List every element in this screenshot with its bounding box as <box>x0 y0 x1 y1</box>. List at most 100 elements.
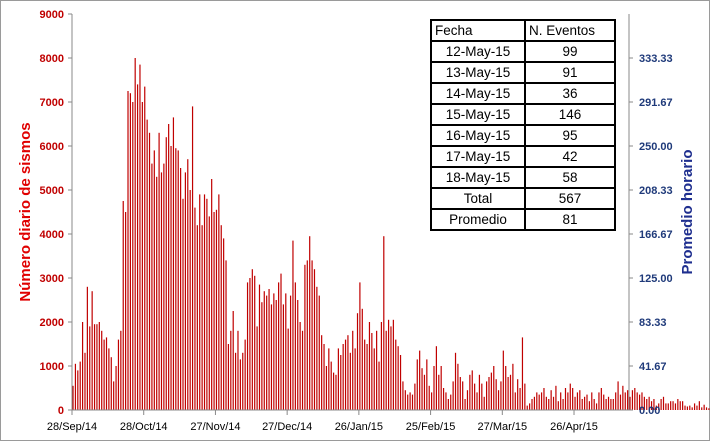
bar <box>660 399 662 410</box>
bar <box>134 58 136 410</box>
bar <box>356 313 359 410</box>
y-axis-title: Número diario de sismos <box>17 122 34 301</box>
bar <box>323 344 325 410</box>
bar <box>373 348 375 410</box>
bar <box>304 264 306 410</box>
bar <box>101 330 103 410</box>
y2-tick-label: 250.00 <box>639 141 673 153</box>
bar <box>311 260 313 410</box>
bar <box>471 370 473 410</box>
bar <box>268 289 270 410</box>
bar <box>414 383 416 410</box>
events-table: Fecha N. Eventos 12-May-15 99 13-May-15 91 1… <box>430 19 616 231</box>
y2-axis-ticks: 0.00 41.67 83.33 125.00 166.67 208.33 250.00 29… <box>629 53 673 417</box>
table-body: 12-May-15 99 13-May-15 91 14-May-15 36 15-May-… <box>430 40 616 231</box>
bar <box>605 399 607 410</box>
y2-tick-label: 41.67 <box>639 361 667 373</box>
bar <box>127 91 129 410</box>
bar <box>693 403 696 410</box>
bar <box>493 366 495 410</box>
bar <box>433 366 435 410</box>
bar <box>411 394 414 410</box>
bar <box>662 396 665 410</box>
bar <box>349 352 351 410</box>
bar <box>507 377 509 410</box>
bar <box>364 339 366 410</box>
bar <box>325 366 328 410</box>
bar <box>261 302 263 410</box>
bar <box>610 399 612 410</box>
y2-tick-label: 166.67 <box>639 229 673 241</box>
x-tick-label: 27/Nov/14 <box>190 421 240 433</box>
cell-events: 58 <box>524 166 616 189</box>
bar <box>488 377 490 410</box>
bar <box>273 293 275 410</box>
bar <box>435 346 437 410</box>
bar <box>342 344 344 410</box>
bar <box>301 330 304 410</box>
bar <box>689 405 691 410</box>
cell-date: 12-May-15 <box>430 40 526 63</box>
y2-tick-label: 208.33 <box>639 185 673 197</box>
x-tick-label: 28/Sep/14 <box>47 421 97 433</box>
bar <box>180 168 182 410</box>
bar <box>555 385 557 410</box>
cell-events: 91 <box>524 61 616 84</box>
bar <box>543 388 545 410</box>
bar <box>86 286 88 410</box>
bar <box>244 339 246 410</box>
bar <box>156 176 158 410</box>
bar <box>399 355 402 410</box>
x-axis-ticks: 28/Sep/14 28/Oct/14 27/Nov/14 27/Dec/14 26/J… <box>47 410 598 433</box>
bar <box>96 324 98 410</box>
bar <box>172 117 175 411</box>
y-tick-label: 3000 <box>40 273 64 285</box>
bar <box>117 339 120 410</box>
bar <box>256 326 258 410</box>
bar <box>270 304 273 410</box>
bar <box>509 374 512 410</box>
y2-axis-title: Promedio horario <box>679 149 696 274</box>
bar <box>249 278 251 410</box>
bar <box>93 324 96 410</box>
bar <box>115 366 117 410</box>
x-tick-label: 27/Dec/14 <box>262 421 312 433</box>
bar <box>201 225 203 410</box>
bar <box>423 374 426 410</box>
cell-events: 99 <box>524 40 616 63</box>
bar <box>574 396 576 410</box>
bar <box>600 388 602 410</box>
bar <box>579 390 581 410</box>
bar <box>407 394 409 410</box>
y-tick-label: 1000 <box>40 361 64 373</box>
bar <box>113 381 115 410</box>
bar <box>208 216 210 410</box>
bar <box>462 381 464 410</box>
bar <box>588 401 590 410</box>
bar <box>153 150 155 410</box>
bar <box>74 363 77 410</box>
bar <box>629 396 631 410</box>
bar <box>550 390 552 410</box>
bar <box>459 377 461 410</box>
y2-tick-label: 291.67 <box>639 97 673 109</box>
bar <box>72 385 74 410</box>
bar <box>105 337 108 410</box>
bar <box>378 361 380 410</box>
bar <box>280 273 282 410</box>
table-header-row: Fecha N. Eventos <box>430 19 616 42</box>
bar <box>282 304 284 410</box>
cell-date: Total <box>430 187 526 210</box>
table-row: 14-May-15 36 <box>430 82 616 105</box>
bar <box>431 392 433 410</box>
bar <box>409 392 411 410</box>
bar <box>701 407 703 410</box>
bar <box>170 146 172 410</box>
bar <box>562 399 564 410</box>
bar <box>321 335 323 410</box>
y-axis-ticks: 0 1000 2000 3000 4000 5000 6000 7000 8000 9000 <box>40 9 72 417</box>
bar <box>175 148 177 410</box>
bar <box>552 396 555 410</box>
bar <box>454 352 457 410</box>
bar <box>297 300 299 410</box>
